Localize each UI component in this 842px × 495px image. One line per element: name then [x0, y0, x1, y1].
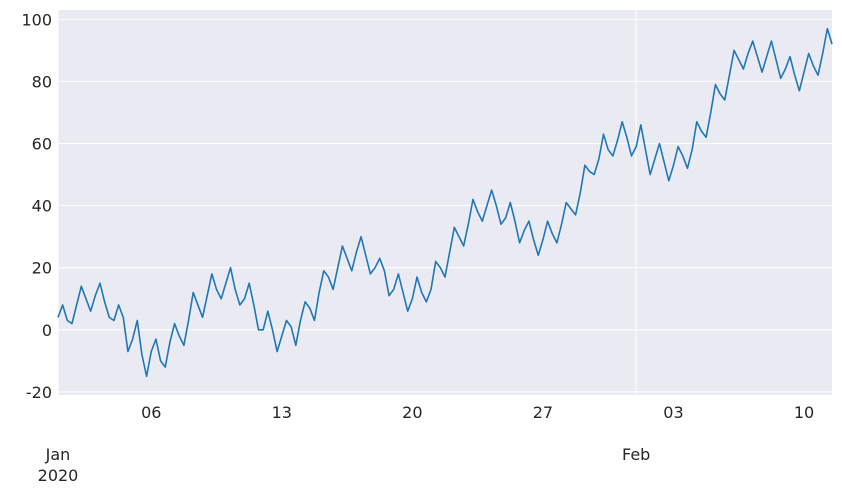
y-tick-label: 60 [32, 135, 52, 154]
x-tick-label: 13 [272, 403, 292, 422]
x-major-tick-label: Feb [622, 445, 650, 464]
y-axis: -20 0 20 40 60 80 100 [21, 10, 52, 402]
x-tick-label: 06 [141, 403, 161, 422]
x-axis: 06 13 20 27 03 10 Jan 2020 Feb [38, 403, 815, 485]
y-tick-label: -20 [26, 383, 52, 402]
y-tick-label: 20 [32, 259, 52, 278]
y-tick-label: 80 [32, 72, 52, 91]
x-major-tick-label: Jan 2020 [38, 445, 79, 485]
y-tick-label: 100 [21, 10, 52, 29]
y-tick-label: 40 [32, 197, 52, 216]
x-tick-label: 10 [794, 403, 814, 422]
x-tick-label: 27 [533, 403, 553, 422]
series-layer [57, 27, 833, 378]
x-tick-label: 03 [663, 403, 683, 422]
y-tick-label: 0 [42, 321, 52, 340]
x-tick-label: 20 [402, 403, 422, 422]
series-line [57, 27, 833, 378]
plot-background [58, 10, 832, 395]
